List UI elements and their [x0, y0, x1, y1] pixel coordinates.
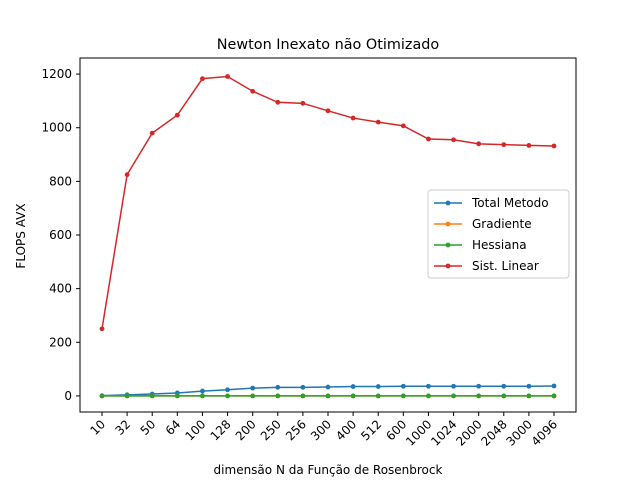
- series-point-2: [400, 393, 406, 399]
- series-point-3: [149, 130, 155, 136]
- y-tick-label: 200: [49, 335, 72, 349]
- series-point-2: [426, 393, 431, 399]
- series-point-3: [400, 123, 406, 129]
- series-point-3: [124, 172, 130, 178]
- series-point-3: [300, 100, 306, 106]
- series-point-0: [350, 384, 356, 389]
- series-point-3: [451, 137, 456, 143]
- y-axis-label: FLOPS AVX: [14, 203, 28, 268]
- y-tick-label: 400: [49, 282, 72, 296]
- series-point-3: [99, 326, 105, 332]
- x-axis-label: dimensão N da Função de Rosenbrock: [214, 463, 443, 477]
- series-point-2: [99, 393, 105, 399]
- legend-entry-label: Total Metodo: [471, 196, 549, 210]
- series-point-3: [200, 76, 205, 82]
- series-point-0: [275, 384, 281, 390]
- legend-swatch-marker: [445, 242, 451, 248]
- legend-entry-label: Hessiana: [472, 238, 527, 252]
- series-point-0: [526, 383, 532, 389]
- series-point-2: [250, 393, 256, 399]
- series-point-3: [526, 143, 532, 148]
- series-point-2: [501, 393, 507, 399]
- series-point-0: [250, 385, 256, 391]
- series-point-2: [551, 393, 557, 399]
- series-point-3: [250, 88, 256, 94]
- series-point-0: [426, 383, 431, 389]
- series-point-2: [225, 393, 230, 399]
- series-point-0: [300, 384, 306, 390]
- series-point-2: [174, 393, 180, 399]
- series-point-3: [476, 141, 482, 147]
- y-tick-label: 1000: [41, 121, 72, 135]
- series-point-3: [225, 74, 230, 79]
- series-point-0: [551, 383, 557, 389]
- legend-entry-label: Sist. Linear: [472, 259, 539, 273]
- legend: Total Metodo Gradiente Hessiana Sist. Linea…: [427, 189, 570, 279]
- series-point-0: [400, 383, 406, 389]
- series-point-3: [551, 143, 557, 149]
- series-point-0: [325, 384, 331, 390]
- legend-swatch-marker: [445, 221, 451, 227]
- series-point-3: [501, 142, 507, 148]
- legend-entry-label: Gradiente: [472, 217, 532, 231]
- series-point-3: [174, 112, 180, 118]
- series-point-2: [275, 393, 281, 399]
- legend-swatch-marker: [445, 263, 451, 269]
- series-point-2: [451, 393, 456, 399]
- series-point-2: [325, 393, 331, 399]
- series-point-2: [375, 393, 381, 399]
- series-point-2: [526, 393, 532, 399]
- series-point-3: [375, 119, 381, 125]
- series-point-0: [451, 383, 456, 389]
- y-tick-label: 1200: [41, 67, 72, 81]
- series-point-2: [350, 393, 356, 399]
- y-tick-label: 0: [64, 389, 72, 403]
- series-point-3: [275, 99, 281, 105]
- series-point-2: [200, 393, 205, 399]
- series-point-0: [375, 384, 381, 389]
- y-tick-label: 800: [49, 174, 72, 188]
- series-point-3: [325, 108, 331, 114]
- series-point-2: [149, 393, 155, 399]
- y-tick-label: 600: [49, 228, 72, 242]
- series-point-0: [200, 388, 205, 394]
- series-point-2: [300, 393, 306, 399]
- series-point-2: [124, 393, 130, 399]
- legend-box: [427, 189, 570, 279]
- series-point-0: [501, 383, 507, 389]
- legend-swatch-marker: [445, 200, 451, 206]
- series-point-0: [225, 387, 230, 393]
- series-point-3: [350, 115, 356, 121]
- series-point-2: [476, 393, 482, 399]
- chart-title: Newton Inexato não Otimizado: [217, 37, 440, 53]
- series-point-3: [426, 136, 431, 142]
- series-point-0: [476, 383, 482, 389]
